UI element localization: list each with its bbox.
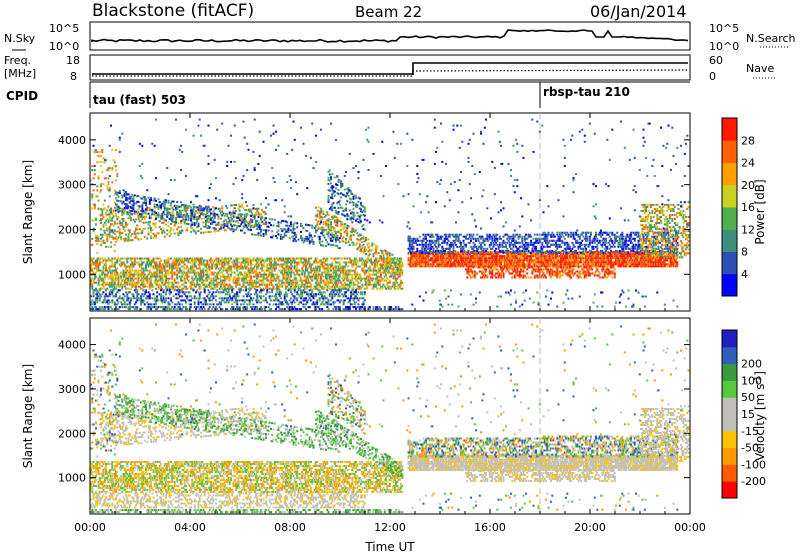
colorbar-swatch (722, 207, 737, 230)
freq-label: Freq. (4, 54, 31, 67)
range-tick-label: 4000 (58, 339, 86, 352)
range-tick-label: 1000 (58, 268, 86, 281)
range-tick-label: 3000 (58, 179, 86, 192)
colorbar-swatch (722, 330, 737, 348)
time-axis-label: Time UT (364, 540, 415, 554)
time-axis: 00:00 04:00 08:00 12:00 16:00 20:00 00:00 (74, 113, 706, 534)
colorbar-swatch (722, 481, 737, 499)
freq-tick-low: 8 (70, 70, 77, 83)
colorbar-swatch (722, 229, 737, 252)
noise-sky-line (91, 29, 689, 43)
time-tick-label: 04:00 (174, 521, 206, 534)
power-panel: 1000 2000 3000 4000 Slant Range [km] 4 8 12 16… (21, 112, 767, 312)
freq-unit: [MHz] (4, 67, 36, 80)
cpid-strip: CPID tau (fast) 503 rbsp-tau 210 (6, 81, 690, 108)
nsearch-tick-low: 10^0 (709, 40, 739, 53)
freq-line (92, 62, 688, 75)
colorbar-tick-label: 24 (741, 157, 755, 170)
time-tick-label: 00:00 (74, 521, 106, 534)
colorbar-tick-label: -100 (741, 458, 766, 471)
freq-tick-high: 18 (66, 54, 80, 67)
velocity-colorbar: -200 -100 -50 -15 15 50 100 200 (721, 329, 766, 499)
power-cbar-label: Power [dB] (753, 179, 767, 244)
nave-line (92, 69, 689, 77)
range-tick-label: 1000 (58, 472, 86, 485)
colorbar-tick-label: 100 (741, 374, 762, 387)
freq-panel: Freq. [MHz] 18 8 60 0 Nave (4, 54, 775, 83)
velocity-cbar-label: Velocity [m s-1] (753, 371, 767, 461)
colorbar-tick-label: 20 (741, 179, 755, 192)
colorbar-tick-label: 12 (741, 223, 755, 236)
nave-tick-high: 60 (709, 54, 723, 67)
nsky-label: N.Sky (4, 32, 36, 45)
colorbar-swatch (722, 273, 737, 297)
velocity-heatmap (90, 323, 690, 514)
nsearch-label: N.Search (746, 32, 796, 45)
colorbar-swatch (722, 118, 737, 141)
colorbar-swatch (722, 184, 737, 208)
cpid-label: CPID (6, 89, 38, 103)
range-tick-label: 3000 (58, 383, 86, 396)
colorbar-tick-label: 15 (741, 408, 755, 421)
time-tick-label: 00:00 (674, 521, 706, 534)
time-tick-label: 08:00 (274, 521, 306, 534)
cpid-mode-1: tau (fast) 503 (93, 93, 186, 107)
nsky-tick-low: 10^0 (49, 40, 79, 53)
power-colorbar: 4 8 12 16 20 24 28 (721, 117, 755, 297)
colorbar-swatch (722, 380, 737, 398)
nave-tick-low: 0 (709, 70, 716, 83)
colorbar-swatch (722, 363, 737, 381)
noise-panel: N.Sky 10^5 10^0 10^5 10^0 N.Search (4, 21, 796, 53)
colorbar-tick-label: 200 (741, 358, 762, 371)
beam-title: Beam 22 (355, 3, 422, 21)
nave-label: Nave (746, 62, 774, 75)
colorbar-tick-label: -50 (741, 442, 759, 455)
range-tick-label: 2000 (58, 427, 86, 440)
colorbar-swatch (722, 397, 737, 415)
nsearch-tick-high: 10^5 (709, 22, 739, 35)
time-tick-label: 16:00 (474, 521, 506, 534)
time-tick-label: 20:00 (574, 521, 606, 534)
colorbar-swatch (722, 430, 737, 449)
colorbar-swatch (722, 414, 737, 432)
colorbar-swatch (722, 162, 737, 186)
colorbar-tick-label: -200 (741, 475, 766, 488)
colorbar-swatch (722, 140, 737, 163)
colorbar-swatch (722, 251, 737, 275)
colorbar-tick-label: 16 (741, 201, 755, 214)
colorbar-tick-label: 8 (741, 246, 748, 259)
power-ylabel: Slant Range [km] (21, 160, 35, 264)
nsky-tick-high: 10^5 (49, 22, 79, 35)
colorbar-swatch (722, 447, 737, 465)
colorbar-tick-label: -15 (741, 425, 759, 438)
colorbar-swatch (722, 346, 737, 365)
range-tick-label: 4000 (58, 134, 86, 147)
velocity-panel: 1000 2000 3000 4000 Slant Range [km] -200 -1… (21, 317, 767, 515)
colorbar-tick-label: 28 (741, 134, 755, 147)
station-title: Blackstone (fitACF) (92, 1, 254, 21)
velocity-ylabel: Slant Range [km] (21, 364, 35, 468)
range-tick-label: 2000 (58, 223, 86, 236)
colorbar-tick-label: 4 (741, 268, 748, 281)
cpid-mode-2: rbsp-tau 210 (543, 85, 630, 99)
time-tick-label: 12:00 (374, 521, 406, 534)
power-heatmap (90, 118, 690, 311)
colorbar-tick-label: 50 (741, 391, 755, 404)
date-title: 06/Jan/2014 (590, 2, 687, 21)
colorbar-swatch (722, 464, 737, 482)
